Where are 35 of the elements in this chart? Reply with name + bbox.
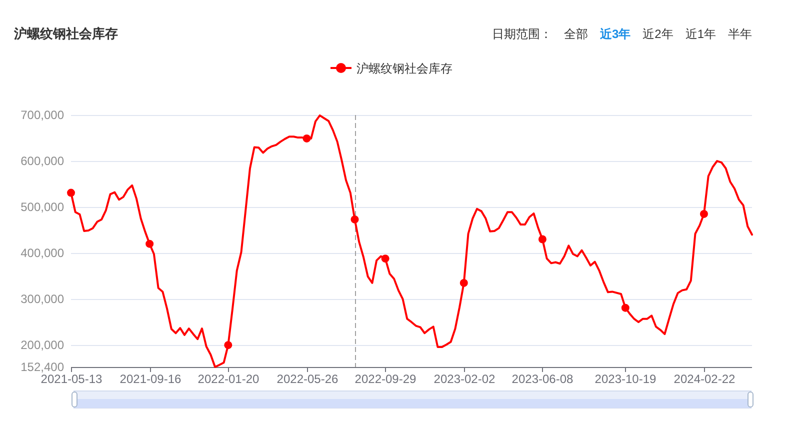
- point: [460, 278, 468, 287]
- text: 近3年: [600, 27, 631, 41]
- x-tick-label: 2022-01-20: [198, 372, 260, 386]
- x-tick-label: 2024-02-22: [674, 372, 736, 386]
- text: 半年: [728, 27, 752, 41]
- point: [621, 304, 630, 312]
- x-tick-label: 2023-10-19: [594, 372, 657, 386]
- legend-label: 沪螺纹钢社会库存: [356, 62, 452, 76]
- y-tick-label: 300,000: [20, 292, 64, 306]
- y-tick-label: 400,000: [20, 246, 64, 260]
- point: [700, 210, 708, 218]
- text: 近1年: [685, 27, 716, 41]
- y-tick-label: 152,400: [20, 360, 64, 374]
- y-tick-label: 700,000: [20, 108, 64, 122]
- legend: 沪螺纹钢社会库存: [330, 62, 452, 76]
- point: [67, 188, 75, 197]
- x-tick-label: 2023-06-08: [512, 372, 574, 386]
- x-tick-label: 2022-09-29: [354, 372, 417, 386]
- point: [224, 341, 232, 350]
- y-tick-label: 200,000: [20, 338, 64, 352]
- y-tick-label: 600,000: [20, 154, 64, 168]
- x-tick-label: 2021-09-16: [120, 372, 182, 386]
- x-tick-label: 2021-05-13: [40, 372, 103, 386]
- chart-title: 沪螺纹钢社会库存: [14, 25, 118, 43]
- text: 全部: [564, 27, 588, 41]
- point: [146, 240, 154, 248]
- text: 日期范围：: [492, 27, 552, 41]
- point: [302, 134, 311, 142]
- x-tick-label: 2023-02-02: [434, 372, 496, 386]
- text: 近2年: [642, 27, 674, 41]
- point: [381, 254, 390, 263]
- y-tick-label: 500,000: [20, 200, 64, 214]
- point: [538, 235, 546, 244]
- point: [350, 215, 359, 224]
- x-tick-label: 2022-05-26: [276, 372, 339, 386]
